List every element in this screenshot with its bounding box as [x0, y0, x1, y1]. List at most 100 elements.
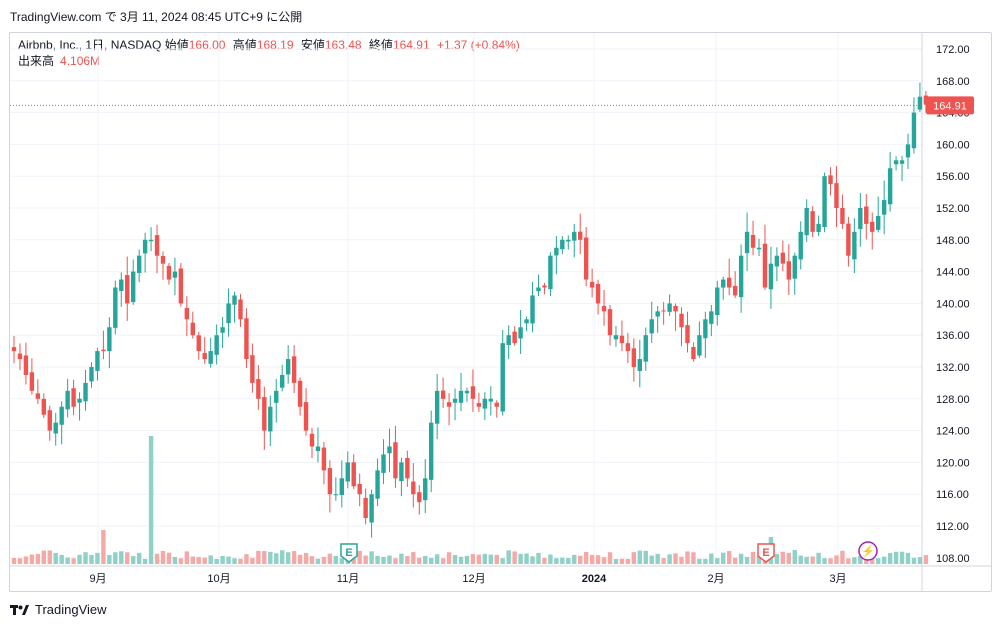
volume-bar — [923, 555, 929, 564]
candle-body — [136, 255, 142, 273]
candle-body — [494, 402, 499, 407]
candle-body — [661, 310, 666, 312]
volume-bar — [667, 554, 672, 564]
candle-body — [732, 285, 738, 296]
volume-bar — [268, 551, 273, 564]
candle-body — [256, 379, 261, 399]
candle-body — [643, 335, 648, 362]
earnings-marker-icon[interactable] — [757, 543, 775, 563]
candle-body — [715, 287, 720, 315]
x-tick-label: 11月 — [337, 573, 359, 585]
volume-bar — [810, 556, 815, 564]
volume-bar — [190, 556, 195, 564]
dividend-marker-icon[interactable] — [858, 541, 878, 561]
candle-body — [738, 255, 744, 298]
volume-bar — [446, 552, 452, 564]
y-tick-label: 132.00 — [936, 362, 970, 374]
volume-bar — [309, 556, 315, 564]
candle-body — [190, 322, 195, 336]
candle-body — [613, 335, 619, 340]
volume-bar — [512, 551, 517, 564]
candle-body — [47, 410, 52, 431]
candle-body — [434, 390, 440, 424]
volume-bar — [226, 556, 231, 564]
candle-body — [458, 390, 464, 403]
candle-body — [178, 268, 184, 304]
volume-bar — [440, 558, 446, 564]
candle-body — [363, 497, 368, 519]
volume-bar — [166, 552, 172, 564]
candle-body — [578, 231, 583, 240]
candle-body — [23, 355, 29, 375]
candle-body — [226, 303, 231, 324]
candle-body — [482, 398, 488, 409]
candle-body — [59, 406, 64, 425]
candle-body — [220, 327, 225, 333]
candle-body — [440, 390, 446, 399]
volume-bar — [792, 550, 797, 564]
last-price-label: 164.91 — [933, 100, 967, 112]
earnings-marker-icon[interactable] — [340, 543, 358, 563]
volume-bar — [589, 554, 595, 564]
volume-bar — [625, 558, 631, 564]
candle-body — [423, 478, 428, 501]
candle-body — [768, 263, 774, 290]
candle-body — [309, 433, 315, 447]
tradingview-brand[interactable]: TradingView — [10, 602, 107, 617]
volume-bar — [786, 552, 791, 564]
candle-body — [923, 95, 929, 105]
volume-bar — [83, 552, 88, 564]
candle-body — [607, 309, 613, 336]
candle-body — [160, 255, 166, 264]
volume-bar — [220, 555, 225, 564]
volume-bar — [232, 558, 237, 564]
volume-bar — [697, 558, 702, 564]
candle-body — [29, 372, 35, 391]
volume-bar — [780, 551, 786, 564]
volume-bar — [893, 551, 899, 564]
volume-bar — [703, 558, 708, 564]
candle-body — [172, 271, 178, 278]
volume-bar — [613, 558, 619, 564]
volume-bar — [339, 558, 344, 564]
volume-bar — [607, 552, 613, 564]
y-tick-label: 156.00 — [936, 171, 970, 183]
candle-body — [679, 313, 684, 328]
volume-bar — [804, 556, 809, 564]
candle-body — [858, 208, 863, 230]
candle-body — [917, 96, 923, 110]
y-tick-label: 120.00 — [936, 457, 970, 469]
candle-body — [792, 255, 797, 279]
volume-bar — [828, 558, 833, 564]
candle-body — [107, 327, 112, 352]
candle-body — [548, 255, 553, 290]
volume-legend: 出来高 4.106M — [18, 53, 100, 69]
volume-bar — [566, 558, 571, 564]
volume-bar — [393, 558, 398, 564]
volume-bar — [244, 554, 249, 564]
volume-bar — [518, 553, 523, 564]
volume-bar — [41, 550, 46, 564]
candle-body — [780, 252, 786, 264]
candle-body — [518, 327, 523, 339]
candle-body — [65, 390, 70, 410]
candle-body — [536, 287, 541, 292]
candle-body — [369, 494, 374, 523]
candle-body — [17, 353, 23, 360]
volume-bar — [274, 553, 279, 564]
candle-body — [583, 237, 589, 280]
volume-bar — [542, 557, 547, 564]
candle-body — [470, 386, 476, 399]
candle-body — [214, 335, 219, 355]
volume-bar — [35, 553, 41, 564]
volume-bar — [107, 554, 112, 564]
candle-body — [744, 231, 750, 254]
x-tick-label: 2月 — [707, 573, 724, 585]
volume-bar — [363, 555, 368, 564]
candle-body — [244, 318, 249, 360]
candle-body — [387, 446, 392, 454]
volume-bar — [375, 555, 380, 564]
candle-body — [625, 343, 631, 352]
volume-bar — [131, 556, 136, 564]
